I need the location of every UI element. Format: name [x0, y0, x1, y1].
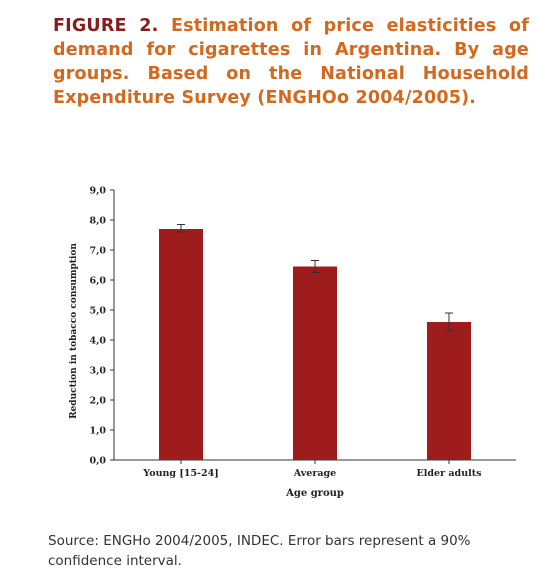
- y-tick-label: 9,0: [89, 186, 106, 197]
- source-note: Source: ENGHo 2004/2005, INDEC. Error ba…: [48, 533, 471, 569]
- x-tick-label: Average: [293, 468, 336, 479]
- x-tick-label: Elder adults: [417, 468, 482, 479]
- bar-chart: 0,0 1,0 2,0 3,0 4,0 5,0 6,0 7,0 8,0 9,0 Young [15-…: [69, 186, 516, 499]
- y-tick-label: 8,0: [89, 216, 106, 227]
- figure-title: FIGURE 2. Estimation of price elasticiti…: [53, 14, 529, 110]
- bar-2: [427, 322, 471, 460]
- y-tick-label: 7,0: [89, 246, 106, 257]
- y-axis-title: Reduction in tobacco consumption: [69, 243, 79, 419]
- figure-label: FIGURE 2.: [53, 16, 159, 36]
- y-tick-label: 3,0: [89, 366, 106, 377]
- y-tick-label: 6,0: [89, 276, 106, 287]
- x-axis-title: Age group: [285, 488, 344, 499]
- y-tick-label: 4,0: [89, 336, 106, 347]
- bar-1: [293, 266, 337, 460]
- y-tick-label: 2,0: [89, 396, 106, 407]
- bar-0: [159, 229, 203, 460]
- x-tick-label: Young [15-24]: [142, 468, 218, 479]
- y-tick-label: 5,0: [89, 306, 106, 317]
- figure-title-text: Estimation of price elasticities of dema…: [53, 16, 530, 108]
- y-tick-label: 0,0: [89, 456, 106, 467]
- y-tick-label: 1,0: [89, 426, 106, 437]
